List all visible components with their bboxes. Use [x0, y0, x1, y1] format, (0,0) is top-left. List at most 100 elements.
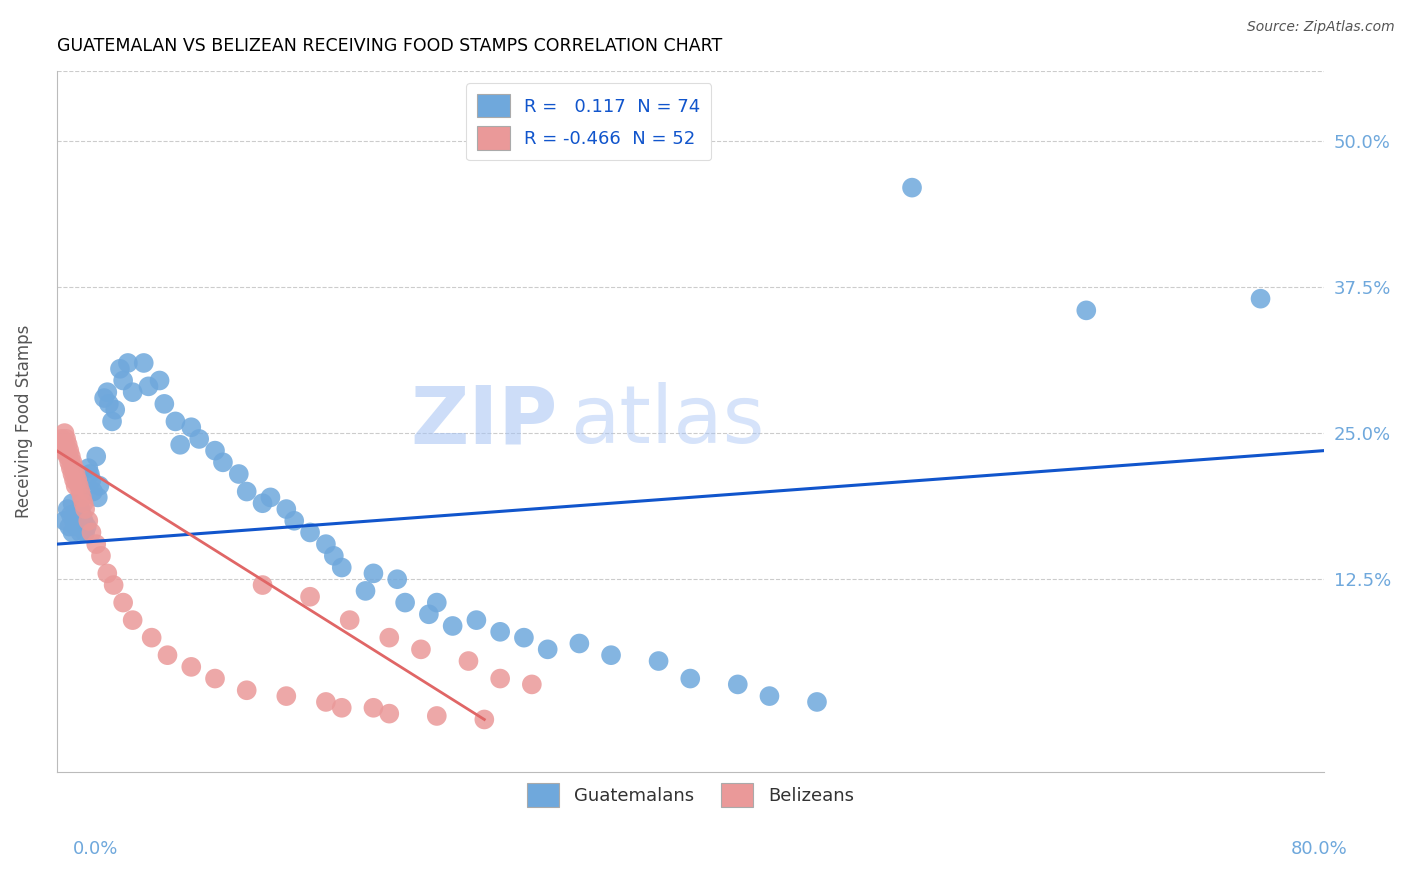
Text: GUATEMALAN VS BELIZEAN RECEIVING FOOD STAMPS CORRELATION CHART: GUATEMALAN VS BELIZEAN RECEIVING FOOD ST…: [56, 37, 721, 55]
Point: [79, 467, 101, 481]
Point: [204, 443, 226, 458]
Point: [84, 450, 107, 464]
Point: [75, 502, 97, 516]
Point: [84, 537, 107, 551]
Point: [55, 432, 77, 446]
Point: [97, 397, 120, 411]
Point: [59, 450, 82, 464]
Point: [72, 496, 94, 510]
Point: [153, 397, 176, 411]
Point: [727, 677, 749, 691]
Point: [70, 508, 93, 522]
Point: [901, 180, 924, 194]
Point: [65, 467, 87, 481]
Point: [59, 461, 82, 475]
Point: [96, 385, 118, 400]
Point: [330, 700, 353, 714]
Point: [568, 636, 591, 650]
Point: [108, 361, 131, 376]
Point: [378, 706, 401, 721]
Point: [647, 654, 669, 668]
Point: [472, 713, 495, 727]
Point: [132, 356, 155, 370]
Y-axis label: Receiving Food Stamps: Receiving Food Stamps: [15, 325, 32, 518]
Point: [204, 672, 226, 686]
Point: [394, 596, 416, 610]
Point: [58, 519, 80, 533]
Point: [180, 660, 202, 674]
Point: [58, 455, 80, 469]
Point: [141, 631, 163, 645]
Point: [53, 438, 76, 452]
Point: [63, 461, 86, 475]
Point: [252, 578, 274, 592]
Point: [1076, 303, 1098, 318]
Point: [537, 642, 560, 657]
Point: [96, 566, 118, 581]
Point: [66, 473, 89, 487]
Legend: Guatemalans, Belizeans: Guatemalans, Belizeans: [517, 774, 863, 815]
Point: [82, 484, 104, 499]
Point: [63, 514, 86, 528]
Point: [69, 525, 91, 540]
Point: [63, 473, 86, 487]
Point: [65, 479, 87, 493]
Point: [67, 514, 90, 528]
Point: [75, 525, 97, 540]
Point: [409, 642, 432, 657]
Point: [51, 432, 73, 446]
Text: ZIP: ZIP: [411, 383, 557, 460]
Point: [426, 709, 449, 723]
Point: [112, 596, 135, 610]
Point: [117, 356, 139, 370]
Point: [315, 537, 337, 551]
Point: [58, 443, 80, 458]
Point: [259, 491, 281, 505]
Point: [489, 672, 512, 686]
Text: 0.0%: 0.0%: [73, 840, 118, 858]
Point: [322, 549, 344, 563]
Text: Source: ZipAtlas.com: Source: ZipAtlas.com: [1247, 20, 1395, 34]
Point: [513, 631, 536, 645]
Point: [418, 607, 440, 622]
Point: [93, 391, 115, 405]
Point: [76, 519, 98, 533]
Point: [80, 525, 103, 540]
Point: [330, 560, 353, 574]
Point: [62, 496, 84, 510]
Point: [67, 479, 90, 493]
Point: [72, 514, 94, 528]
Point: [56, 502, 79, 516]
Point: [315, 695, 337, 709]
Point: [90, 549, 112, 563]
Point: [276, 689, 298, 703]
Point: [387, 572, 409, 586]
Point: [62, 467, 84, 481]
Point: [1250, 292, 1272, 306]
Point: [283, 514, 305, 528]
Point: [65, 519, 87, 533]
Point: [441, 619, 464, 633]
Point: [56, 450, 79, 464]
Point: [276, 502, 298, 516]
Point: [806, 695, 828, 709]
Point: [62, 525, 84, 540]
Point: [112, 374, 135, 388]
Point: [121, 613, 143, 627]
Point: [87, 491, 110, 505]
Point: [66, 508, 89, 522]
Point: [56, 438, 79, 452]
Point: [55, 443, 77, 458]
Text: atlas: atlas: [569, 383, 765, 460]
Point: [378, 631, 401, 645]
Point: [62, 455, 84, 469]
Point: [53, 426, 76, 441]
Point: [103, 578, 125, 592]
Point: [188, 432, 211, 446]
Point: [89, 479, 111, 493]
Point: [101, 414, 124, 428]
Point: [354, 583, 377, 598]
Point: [758, 689, 780, 703]
Point: [77, 514, 100, 528]
Point: [53, 514, 76, 528]
